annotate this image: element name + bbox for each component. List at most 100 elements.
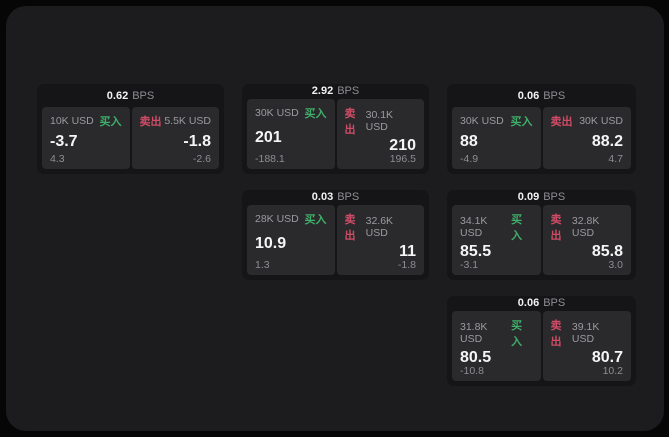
sell-pane-top-row: 卖出 32.8K USD [551,211,624,243]
sell-pane[interactable]: 卖出 32.8K USD 85.8 3.0 [542,204,631,275]
bps-unit-label: BPS [543,89,566,102]
sell-pane-top-row: 卖出 39.1K USD [551,317,624,349]
sell-side-label: 卖出 [550,116,573,128]
sell-change: 196.5 [389,152,416,165]
sell-amount: 32.8K USD [571,214,600,239]
quote-card-grid: 0.62 BPS 10K USD 买入 -3.7 4.3 卖出 5.5K USD [37,84,636,386]
bps-unit-label: BPS [337,85,360,98]
sell-pane-top-row: 卖出 30.1K USD [345,105,417,137]
buy-pane[interactable]: 30K USD 买入 88 -4.9 [452,107,541,169]
sell-pane[interactable]: 卖出 39.1K USD 80.7 10.2 [542,310,631,381]
sell-side-label: 卖出 [550,213,562,242]
sell-pane[interactable]: 卖出 5.5K USD -1.8 -2.6 [131,107,219,169]
sell-change: 4.7 [608,152,623,165]
sell-price: -1.8 [183,132,211,150]
bps-unit-label: BPS [543,191,566,204]
bps-value: 0.09 [517,191,540,204]
sell-amount: 5.5K USD [164,115,211,127]
card-header: 0.03 BPS [247,190,424,205]
buy-amount: 10K USD [50,115,94,127]
app-panel: 0.62 BPS 10K USD 买入 -3.7 4.3 卖出 5.5K USD [6,6,664,431]
quote-card: 0.06 BPS 30K USD 买入 88 -4.9 卖出 30K USD [447,84,636,174]
buy-price: 10.9 [255,234,287,252]
buy-pane[interactable]: 10K USD 买入 -3.7 4.3 [42,107,130,169]
buy-pane-top-row: 34.1K USD 买入 [460,211,533,243]
bps-value: 0.06 [517,297,540,310]
buy-amount: 34.1K USD [460,214,488,239]
bps-value: 0.06 [517,89,540,102]
sell-amount: 30.1K USD [365,108,394,133]
quote-card: 0.03 BPS 28K USD 买入 10.9 1.3 卖出 32.6K US… [242,190,429,280]
sell-price: 88.2 [591,132,623,150]
buy-change: -3.1 [460,258,479,271]
bps-value: 2.92 [311,85,334,98]
bps-value: 0.03 [311,191,334,204]
sell-price: 210 [389,136,416,154]
buy-amount: 31.8K USD [460,320,488,345]
bps-value: 0.62 [106,89,129,102]
sell-side-label: 卖出 [550,319,562,348]
quote-card: 0.62 BPS 10K USD 买入 -3.7 4.3 卖出 5.5K USD [37,84,224,174]
sell-pane-top-row: 卖出 30K USD [551,113,624,129]
sell-side-label: 卖出 [344,107,356,136]
sell-pane[interactable]: 卖出 30.1K USD 210 196.5 [336,98,424,169]
sell-price: 11 [399,242,416,260]
buy-change: -188.1 [255,152,285,165]
buy-pane[interactable]: 28K USD 买入 10.9 1.3 [247,204,335,275]
buy-pane-top-row: 28K USD 买入 [255,211,327,227]
buy-price: 80.5 [460,348,492,366]
sell-price: 85.8 [591,242,623,260]
quote-card: 2.92 BPS 30K USD 买入 201 -188.1 卖出 30.1K … [242,84,429,174]
card-header: 0.06 BPS [452,296,631,311]
sell-amount: 30K USD [579,115,623,127]
sell-pane-top-row: 卖出 5.5K USD [140,113,212,129]
sell-amount: 39.1K USD [571,320,600,345]
sell-change: -2.6 [192,152,211,165]
buy-side-label: 买入 [511,213,523,242]
buy-pane[interactable]: 34.1K USD 买入 85.5 -3.1 [452,204,541,275]
pane-row: 30K USD 买入 88 -4.9 卖出 30K USD 88.2 4.7 [452,107,631,169]
sell-change: -1.8 [397,258,416,271]
buy-price: 85.5 [460,242,492,260]
pane-row: 31.8K USD 买入 80.5 -10.8 卖出 39.1K USD 80.… [452,310,631,381]
buy-side-label: 买入 [511,319,523,348]
buy-side-label: 买入 [304,107,327,120]
quote-card: 0.09 BPS 34.1K USD 买入 85.5 -3.1 卖出 32.8K… [447,190,636,280]
sell-side-label: 卖出 [139,116,162,128]
bps-unit-label: BPS [132,89,155,102]
buy-pane[interactable]: 31.8K USD 买入 80.5 -10.8 [452,310,541,381]
buy-change: 4.3 [50,152,65,165]
bps-unit-label: BPS [543,297,566,310]
buy-price: 201 [255,128,282,146]
sell-pane[interactable]: 卖出 30K USD 88.2 4.7 [542,107,631,169]
pane-row: 30K USD 买入 201 -188.1 卖出 30.1K USD 210 1… [247,98,424,169]
buy-change: -4.9 [460,152,479,165]
sell-change: 3.0 [608,258,623,271]
card-header: 2.92 BPS [247,84,424,99]
buy-amount: 30K USD [255,106,299,119]
pane-row: 34.1K USD 买入 85.5 -3.1 卖出 32.8K USD 85.8… [452,204,631,275]
sell-pane[interactable]: 卖出 32.6K USD 11 -1.8 [336,204,424,275]
buy-amount: 30K USD [460,115,504,127]
buy-side-label: 买入 [510,116,533,128]
bps-unit-label: BPS [337,191,360,204]
buy-pane-top-row: 31.8K USD 买入 [460,317,533,349]
pane-row: 10K USD 买入 -3.7 4.3 卖出 5.5K USD -1.8 -2.… [42,107,219,169]
card-header: 0.06 BPS [452,84,631,107]
buy-pane[interactable]: 30K USD 买入 201 -188.1 [247,98,335,169]
sell-change: 10.2 [602,364,623,377]
sell-pane-top-row: 卖出 32.6K USD [345,211,417,243]
buy-pane-top-row: 10K USD 买入 [50,113,122,129]
buy-side-label: 买入 [304,213,327,226]
buy-amount: 28K USD [255,212,299,225]
buy-pane-top-row: 30K USD 买入 [255,105,327,121]
card-header: 0.09 BPS [452,190,631,205]
buy-change: -10.8 [460,364,484,377]
card-header: 0.62 BPS [42,84,219,107]
buy-change: 1.3 [255,258,270,271]
sell-price: 80.7 [591,348,623,366]
buy-pane-top-row: 30K USD 买入 [460,113,533,129]
sell-side-label: 卖出 [344,213,356,242]
buy-side-label: 买入 [99,116,122,128]
sell-amount: 32.6K USD [365,214,394,239]
